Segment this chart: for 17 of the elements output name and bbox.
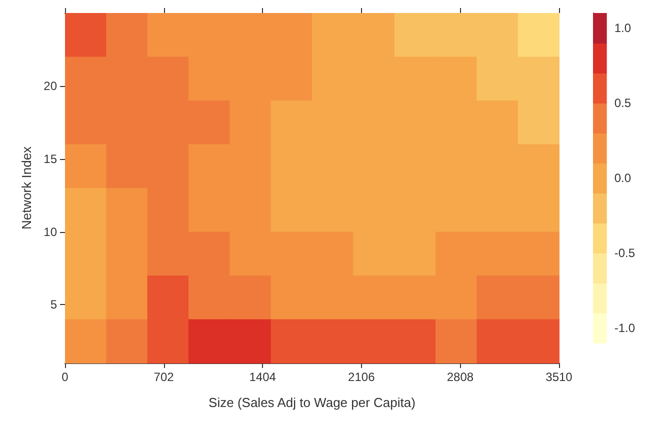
color-bar-label: -0.5 — [614, 246, 636, 260]
x-tick-label: 0 — [62, 370, 69, 384]
color-bar-label: 0.0 — [614, 171, 632, 185]
x-tick-label: 2106 — [348, 370, 376, 384]
y-tick-label: 5 — [50, 298, 58, 312]
x-tick-label: 1404 — [249, 370, 276, 384]
y-tick-label: 10 — [44, 224, 58, 239]
y-tick-label: 20 — [44, 78, 58, 93]
y-tick-label: 15 — [44, 152, 58, 166]
x-tick-label: 2808 — [446, 370, 474, 384]
x-tick-label: 702 — [154, 370, 174, 384]
x-axis-title: Size (Sales Adj to Wage per Capita) — [208, 395, 416, 410]
x-tick-label: 3510 — [546, 370, 573, 384]
y-axis-title: Network Index — [18, 146, 34, 230]
color-bar-label: 0.5 — [614, 96, 632, 110]
color-bar-label: 1.0 — [614, 21, 632, 35]
color-bar-label: -1.0 — [614, 321, 636, 335]
